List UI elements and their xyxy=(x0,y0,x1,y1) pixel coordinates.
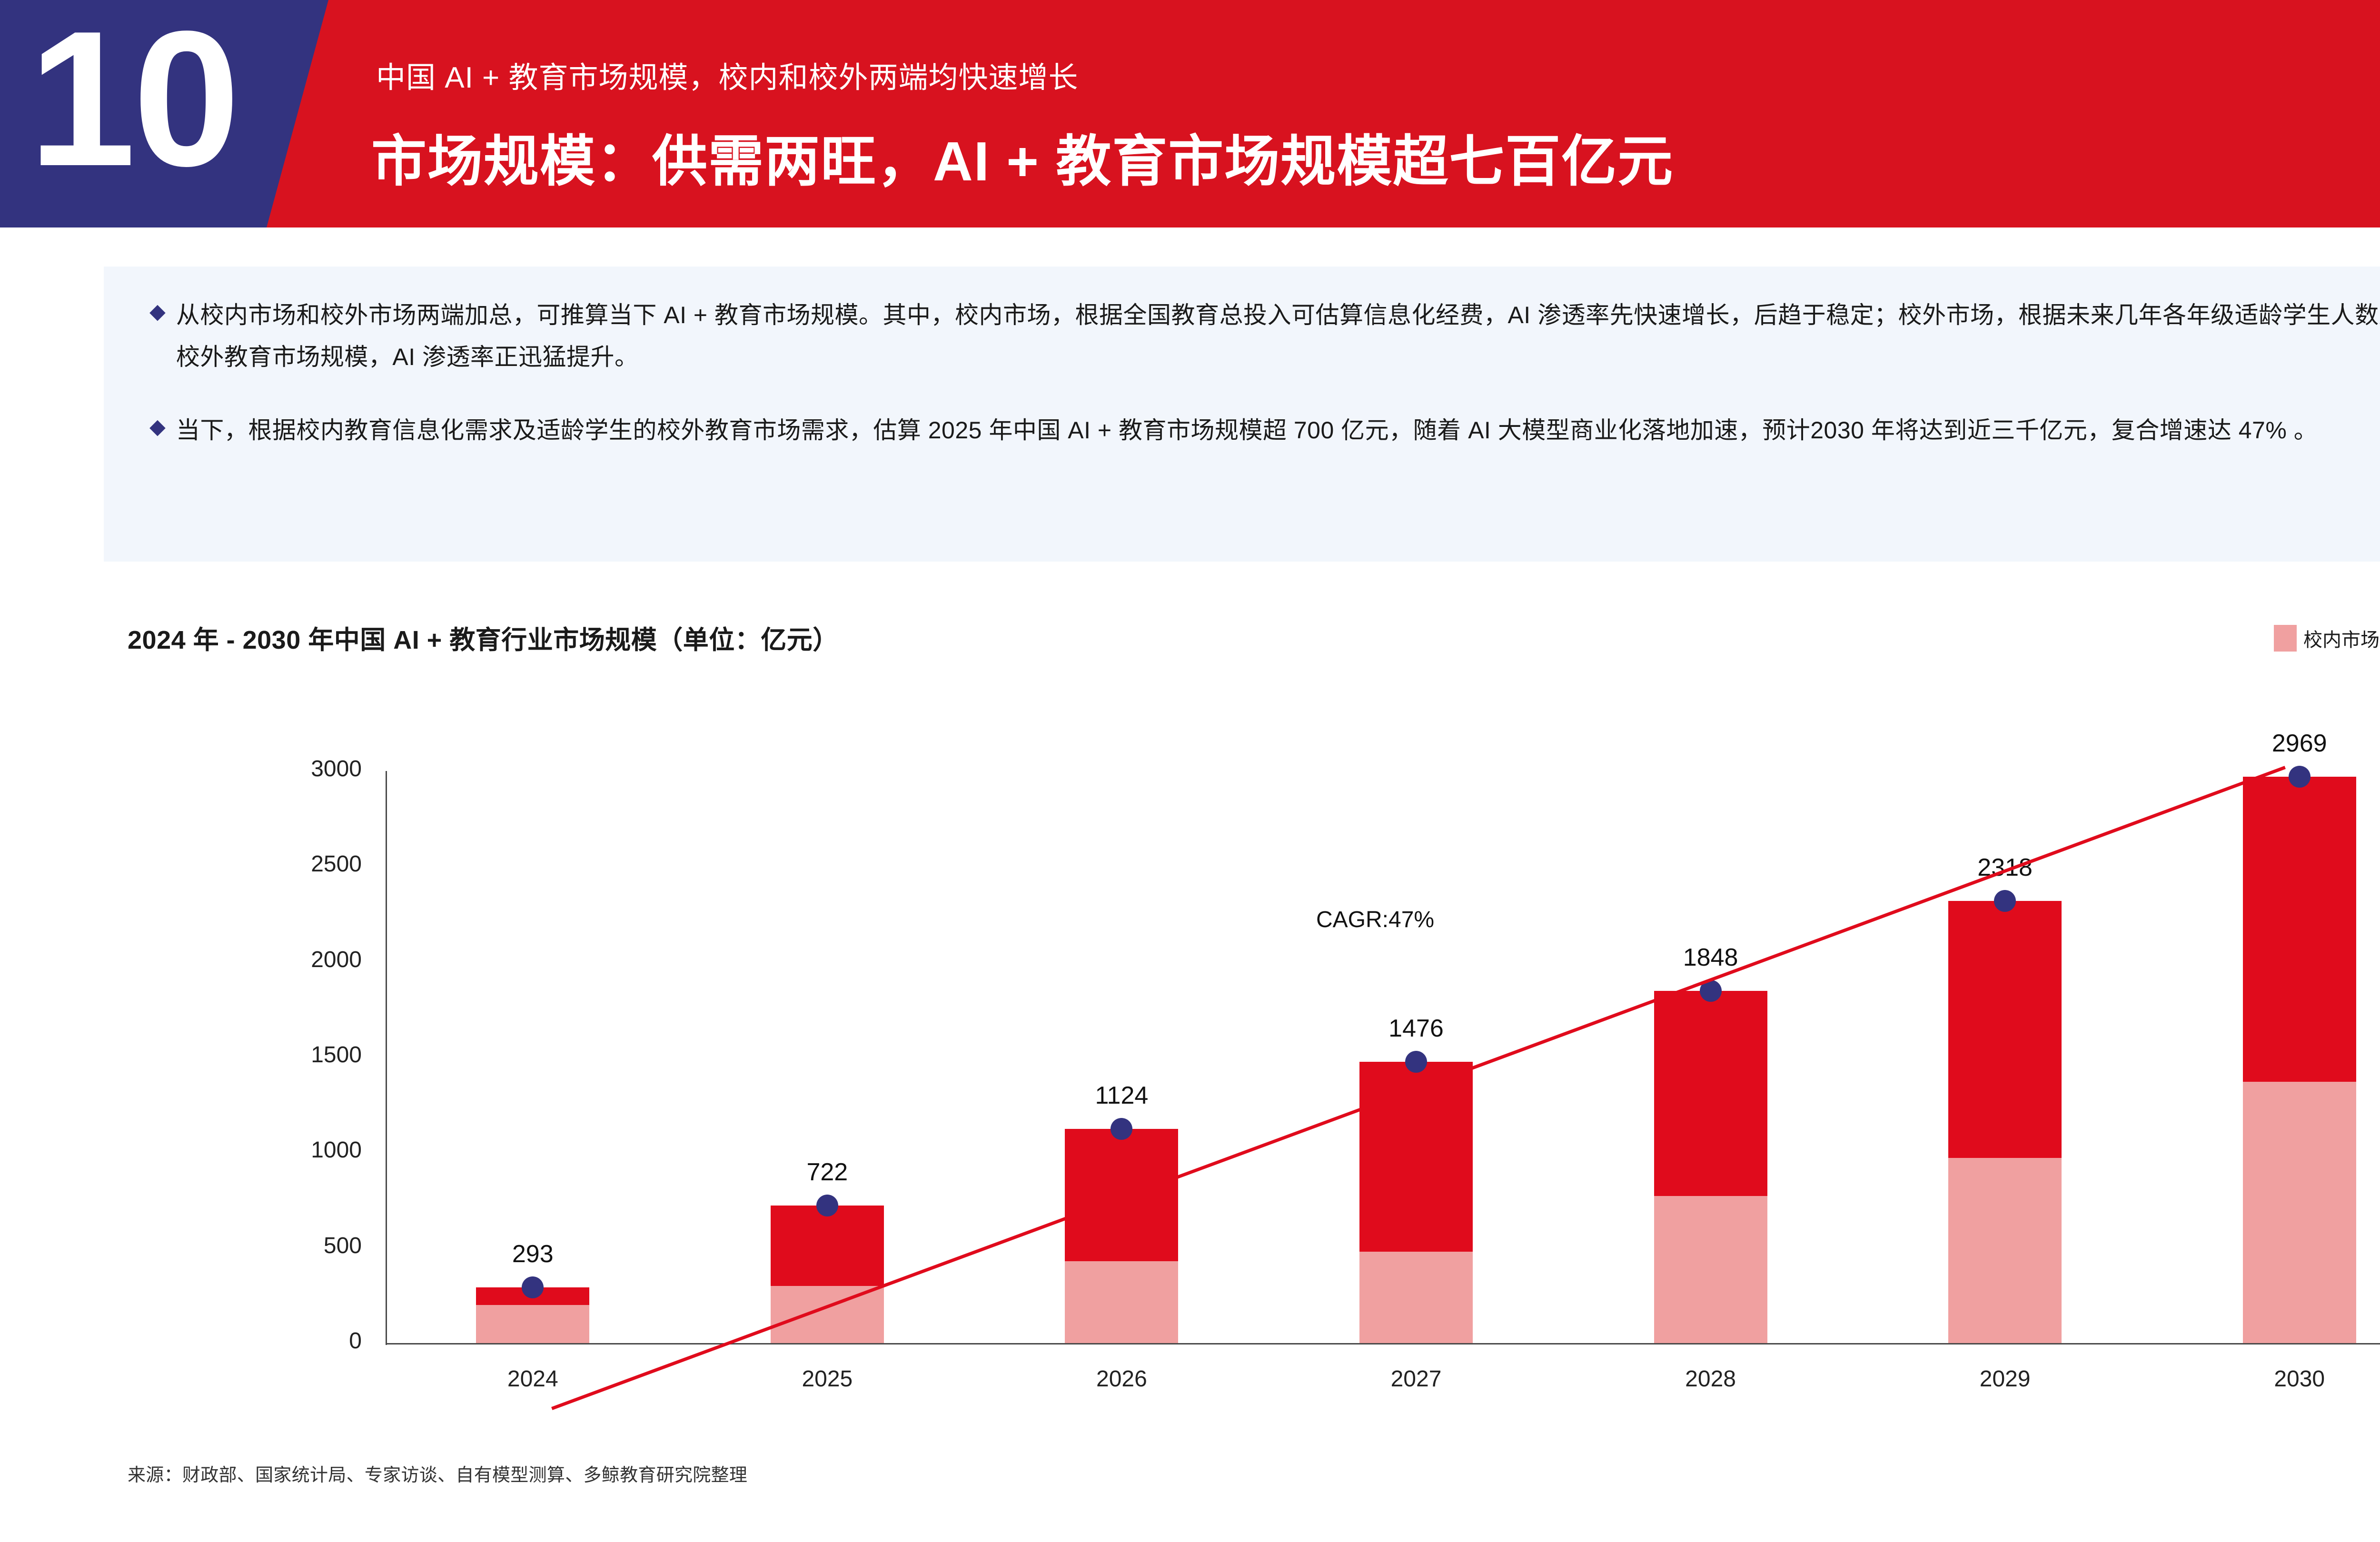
x-axis-line xyxy=(386,1343,2380,1344)
total-marker-dot[interactable] xyxy=(522,1276,544,1298)
bar-segment-out-school[interactable] xyxy=(1359,1061,1473,1252)
x-axis-tick-label: 2029 xyxy=(1979,1366,2031,1392)
bullet-text: 当下，根据校内教育信息化需求及适龄学生的校外教育市场需求，估算 2025 年中国… xyxy=(176,417,2318,444)
bar-segment-in-school[interactable] xyxy=(1065,1261,1179,1343)
bullet-item: ◆ 从校内市场和校外市场两端加总，可推算当下 AI + 教育市场规模。其中，校内… xyxy=(149,294,2380,378)
bullet-text: 从校内市场和校外市场两端加总，可推算当下 AI + 教育市场规模。其中，校内市场… xyxy=(176,302,2380,370)
bar-segment-out-school[interactable] xyxy=(1654,990,1767,1196)
y-axis-tick-label: 2500 xyxy=(311,851,362,877)
bar-segment-out-school[interactable] xyxy=(1948,901,2062,1158)
chart-legend: 校内市场 校外市场 总市场规模 xyxy=(2274,624,2380,652)
slide-number-badge: 10 xyxy=(0,0,328,227)
bar-value-label: 293 xyxy=(512,1240,554,1268)
bar-value-label: 1124 xyxy=(1095,1081,1149,1109)
bar-value-label: 2318 xyxy=(1977,854,2033,882)
legend-swatch-icon xyxy=(2274,625,2297,652)
bar-segment-in-school[interactable] xyxy=(476,1305,590,1343)
cagr-annotation-label: CAGR:47% xyxy=(1316,907,1435,932)
bar-value-label: 2969 xyxy=(2271,730,2327,758)
bar-value-label: 1476 xyxy=(1388,1014,1444,1042)
page-title: 市场规模：供需两旺，AI + 教育市场规模超七百亿元 xyxy=(371,130,1674,192)
x-axis-tick-label: 2025 xyxy=(802,1366,853,1392)
bar-segment-in-school[interactable] xyxy=(1948,1158,2062,1343)
bar-value-label: 1848 xyxy=(1683,943,1738,971)
total-marker-dot[interactable] xyxy=(816,1194,838,1216)
page-header: 10 中国 AI + 教育市场规模，校内和校外两端均快速增长 市场规模：供需两旺… xyxy=(0,0,2380,227)
bar-segment-out-school[interactable] xyxy=(2242,777,2356,1082)
y-axis-tick-label: 1500 xyxy=(311,1042,362,1068)
x-axis-tick-label: 2028 xyxy=(1685,1366,1736,1392)
cagr-trend-line xyxy=(551,766,2286,1410)
bar-segment-out-school[interactable] xyxy=(1065,1128,1179,1261)
total-marker-dot[interactable] xyxy=(1405,1050,1427,1073)
chart-title: 2024 年 - 2030 年中国 AI + 教育行业市场规模（单位：亿元） xyxy=(128,626,839,654)
y-axis-tick-label: 3000 xyxy=(311,756,362,781)
header-subtitle: 中国 AI + 教育市场规模，校内和校外两端均快速增长 xyxy=(376,61,1079,94)
bar-segment-in-school[interactable] xyxy=(1359,1251,1473,1343)
legend-item-in-school: 校内市场 xyxy=(2274,624,2380,652)
source-note: 来源：财政部、国家统计局、专家访谈、自有模型测算、多鲸教育研究院整理 xyxy=(128,1465,748,1485)
summary-callout-box: ◆ 从校内市场和校外市场两端加总，可推算当下 AI + 教育市场规模。其中，校内… xyxy=(104,267,2380,562)
bar-segment-in-school[interactable] xyxy=(770,1285,884,1343)
bar-segment-out-school[interactable] xyxy=(770,1205,884,1286)
total-marker-dot[interactable] xyxy=(1994,890,2016,912)
y-axis-tick-label: 1000 xyxy=(311,1137,362,1163)
bullet-diamond-icon: ◆ xyxy=(149,415,166,438)
y-axis-tick-label: 500 xyxy=(323,1233,362,1258)
x-axis-tick-label: 2027 xyxy=(1390,1366,1442,1392)
total-marker-dot[interactable] xyxy=(1111,1117,1133,1140)
bullet-item: ◆ 当下，根据校内教育信息化需求及适龄学生的校外教育市场需求，估算 2025 年… xyxy=(149,409,2380,451)
x-axis-tick-label: 2030 xyxy=(2274,1366,2325,1392)
x-axis-tick-label: 2026 xyxy=(1096,1366,1147,1392)
bar-value-label: 722 xyxy=(806,1158,848,1186)
total-marker-dot[interactable] xyxy=(2288,766,2311,788)
bullet-diamond-icon: ◆ xyxy=(149,300,166,323)
y-axis-tick-label: 2000 xyxy=(311,947,362,972)
y-axis-tick-label: 0 xyxy=(349,1328,362,1354)
y-axis-line xyxy=(386,771,387,1345)
total-marker-dot[interactable] xyxy=(1699,979,1722,1002)
bar-segment-in-school[interactable] xyxy=(2242,1082,2356,1343)
bar-segment-in-school[interactable] xyxy=(1654,1196,1767,1343)
legend-label: 校内市场 xyxy=(2303,630,2380,651)
slide-number: 10 xyxy=(29,0,240,206)
x-axis-tick-label: 2024 xyxy=(507,1366,558,1392)
bar-segment-out-school[interactable] xyxy=(476,1287,590,1305)
